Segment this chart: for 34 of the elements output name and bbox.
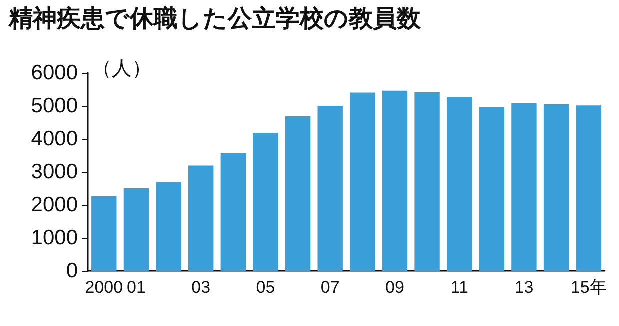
bar: [156, 182, 182, 271]
bar: [382, 90, 408, 271]
y-tick-label: 1000: [31, 226, 78, 250]
x-tick-label: 15年: [570, 278, 607, 297]
bar: [285, 116, 311, 271]
bar: [124, 188, 150, 271]
bar: [512, 103, 537, 271]
y-tick-label: 2000: [31, 194, 78, 216]
bar: [92, 196, 117, 271]
y-tick-label: 5000: [31, 94, 78, 118]
x-tick-label: 13: [514, 278, 534, 297]
x-tick-label: 09: [386, 278, 404, 297]
x-tick-label: 05: [256, 278, 276, 297]
bar: [188, 166, 214, 271]
y-axis-title: （人）: [92, 58, 152, 80]
y-tick-label: 4000: [31, 128, 78, 150]
y-tick-label: 6000: [31, 62, 78, 84]
bar: [220, 154, 246, 271]
x-tick-label: 2000: [85, 278, 124, 297]
x-tick-label: 07: [320, 278, 340, 297]
bar: [253, 133, 278, 271]
bar: [318, 106, 343, 271]
bar: [414, 92, 440, 271]
bar: [576, 106, 602, 271]
bar: [544, 104, 570, 271]
y-tick-label: 0: [66, 260, 78, 282]
bar: [446, 97, 472, 271]
y-tick-label: 3000: [31, 160, 78, 184]
x-tick-label: 01: [127, 278, 146, 297]
x-tick-label: 11: [450, 278, 468, 297]
chart-title: 精神疾患で休職した公立学校の教員数: [8, 6, 422, 32]
x-tick-label: 03: [192, 278, 211, 297]
bar: [479, 107, 505, 271]
bar: [350, 92, 376, 271]
